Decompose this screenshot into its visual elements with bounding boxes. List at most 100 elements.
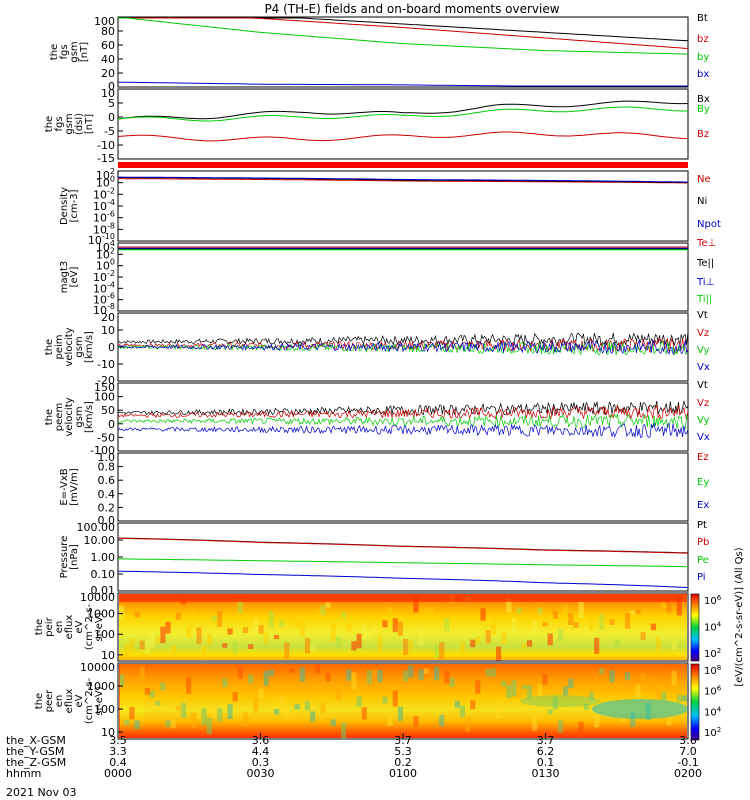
panel-8-legend-2: Pe	[697, 555, 709, 566]
panel-1-series-by	[118, 17, 689, 55]
panel-6-legend-3: Vx	[697, 432, 710, 443]
panel-7-legend-2: Ex	[697, 500, 709, 511]
panel-9-ylabel: the	[34, 619, 45, 635]
colorbar-1	[690, 593, 700, 662]
panel-4-ylabel: magt3	[59, 261, 70, 294]
xrow-value: 0000	[104, 767, 132, 780]
panel-1-ytick: 80	[101, 25, 115, 38]
panel-4-legend-0: Te⊥	[696, 238, 716, 249]
panel-1-ytick: 20	[101, 67, 115, 80]
panel-8-ytick: 1.00	[91, 551, 116, 564]
panel-7-legend-0: Ez	[697, 452, 709, 463]
xrow-value: 0.1	[537, 756, 555, 769]
panel-8-legend-0: Pt	[697, 520, 707, 531]
xrow-value: 3.6	[252, 734, 270, 747]
panel-5-ytick: 20	[101, 311, 115, 324]
panel-4-legend-3: Ti||	[696, 294, 712, 305]
colorbar-tick: 102	[704, 726, 721, 739]
panel-7-ytick: 0.8	[98, 461, 116, 474]
panel-1-ytick: 40	[101, 53, 115, 66]
xrow-value: 0100	[389, 767, 417, 780]
panel-8-ylabel: Pressure	[59, 536, 70, 579]
panel-5-ytick: -10	[97, 358, 115, 371]
panel-1-series-bx	[117, 81, 688, 87]
colorbar-tick: 104	[704, 705, 722, 718]
panel-2-ytick: -10	[97, 139, 115, 152]
panel-1-ylabel: the	[49, 44, 60, 60]
date-label: 2021 Nov 03	[6, 786, 76, 799]
panel-9-ylabel: (cm^2-s-	[84, 603, 95, 650]
panel-10-ylabel: eflux	[64, 689, 75, 714]
panel-7-ytick: 0.4	[98, 488, 116, 501]
panel-8-series-Pb	[117, 537, 689, 554]
panel-8-ytick: 100.00	[77, 521, 116, 534]
colorbar-tick: 106	[704, 594, 722, 607]
panel-8-series-Pe	[118, 558, 689, 568]
xrow-value: 3.7	[394, 734, 412, 747]
xrow-value: 0.4	[109, 756, 127, 769]
xrow-value: 4.4	[252, 745, 270, 758]
panel-5-ylabel: gsm	[74, 336, 85, 357]
panel-8-legend-3: Pi	[697, 572, 706, 583]
panel-1-series-bz	[118, 17, 689, 49]
panel-5-ytick: 10	[101, 324, 115, 337]
panel-9-ylabel: sr-eV)	[94, 612, 105, 641]
spectrogram-2-texture	[119, 664, 688, 739]
panel-10-ylabel: (cm^2-s-	[84, 677, 95, 724]
panel-1-legend-1: bz	[697, 34, 709, 45]
panel-2-ylabel: [nT]	[84, 114, 95, 134]
panel-5-ylabel: velocity	[64, 327, 75, 366]
panel-7-ytick: 1.0	[98, 451, 116, 464]
panel-7-legend-1: Ey	[697, 477, 709, 488]
panel-6-legend-1: Vz	[697, 398, 709, 409]
panel-10-ytick: 10000	[80, 661, 115, 674]
panel-3-series-Ne	[118, 178, 689, 184]
xrow-label: the_Y-GSM	[6, 745, 64, 758]
panel-4-ytick: 10-2	[93, 269, 115, 284]
panel-7-ylabel: [mV/m]	[69, 468, 80, 506]
panel-1-ytick: 0	[108, 80, 115, 93]
panel-2-legend-2: Bz	[697, 129, 709, 140]
panel-2-ytick: 10	[101, 87, 115, 100]
panel-5-series-Vt	[117, 331, 689, 348]
panel-9: 10000 1000 100 10 the peir en eflux eV (cm^2-s-sr…	[34, 591, 689, 662]
panel-4-legend-1: Te||	[696, 258, 714, 269]
panel-6-ytick: 0	[108, 418, 115, 431]
panel-1-ylabel: fgs	[59, 44, 70, 59]
panel-8-series-Pi	[117, 570, 689, 589]
panel-10-ylabel: the	[34, 693, 45, 709]
panel-2-ytick: -5	[104, 125, 115, 138]
panel-5-ytick: 0	[108, 341, 115, 354]
panel-6-ytick: 50	[101, 404, 115, 417]
flag-bar	[118, 162, 688, 168]
panel-4-ytick: 10-6	[93, 292, 115, 307]
panel-7-ytick: 0.6	[98, 474, 116, 487]
panel-10-ylabel: sr-eV)	[94, 686, 105, 715]
colorbar-label: [eV/(cm^2-s-sr-eV)] (All Qs)	[734, 547, 745, 686]
panel-10-ylabel: eV	[74, 694, 85, 707]
panel-5-ylabel: the	[44, 339, 55, 355]
panel-8-frame	[117, 522, 689, 592]
panel-6-ylabel: peem	[54, 403, 65, 431]
xrow-value: 3.7	[537, 734, 555, 747]
panel-6-series-Vz	[117, 404, 689, 420]
panel-7-frame	[117, 452, 689, 522]
panel-6-ytick: 150	[94, 381, 115, 394]
panel-8-ylabel: [nPa]	[69, 544, 80, 570]
panel-6-ytick: -50	[97, 431, 115, 444]
xrow-value: 5.3	[394, 745, 412, 758]
xrow-label: the_X-GSM	[6, 734, 66, 747]
xrow-value: 0.2	[394, 756, 412, 769]
panel-7-ytick: 0.2	[98, 501, 116, 514]
panel-9-ytick: 10000	[80, 591, 115, 604]
panel-6-ylabel: the	[44, 409, 55, 425]
panel-2-legend-1: By	[697, 104, 710, 115]
panel-10-ytick: 10	[101, 726, 115, 739]
panel-9-ylabel: peir	[44, 616, 55, 636]
panel-1-legend-3: bx	[697, 69, 709, 80]
panel-7: 1.00.80.60.40.20.0 E=-VxB [mV/m] Ez Ey Ex	[59, 451, 709, 527]
